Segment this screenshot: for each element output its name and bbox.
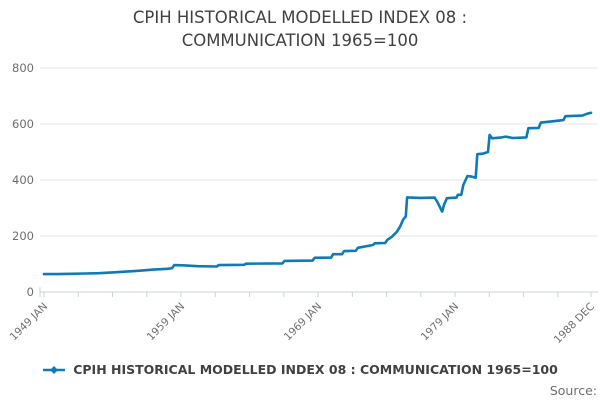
y-axis-tick-label: 400 bbox=[12, 173, 34, 187]
chart-canvas: 0 200 400 600 800 1949 JAN 1959 JAN 1969 JAN 197… bbox=[8, 61, 598, 346]
x-axis-tick-label: 1959 JAN bbox=[145, 301, 187, 343]
legend-marker-diamond bbox=[50, 365, 59, 374]
legend-marker-icon bbox=[43, 365, 66, 374]
legend-line-marker bbox=[42, 365, 66, 375]
legend-item[interactable]: CPIH HISTORICAL MODELLED INDEX 08 : COMM… bbox=[0, 362, 600, 377]
y-axis-tick-label: 0 bbox=[27, 285, 34, 299]
gridlines bbox=[40, 67, 598, 237]
y-axis-tick-label: 800 bbox=[12, 61, 34, 75]
x-axis-tick-label: 1969 JAN bbox=[282, 301, 324, 343]
y-axis-tick-label: 200 bbox=[12, 229, 34, 243]
x-axis-tick-label: 1979 JAN bbox=[419, 301, 461, 343]
chart-title: CPIH HISTORICAL MODELLED INDEX 08 : COMM… bbox=[0, 6, 600, 52]
chart-title-line1: CPIH HISTORICAL MODELLED INDEX 08 : bbox=[132, 8, 468, 27]
source-label: Source: bbox=[549, 383, 597, 398]
x-axis-tick-label: 1949 JAN bbox=[8, 301, 50, 343]
x-axis-labels: 1949 JAN 1959 JAN 1969 JAN 1979 JAN 1988 DEC bbox=[8, 301, 597, 346]
legend-label: CPIH HISTORICAL MODELLED INDEX 08 : COMM… bbox=[73, 362, 558, 377]
x-axis bbox=[39, 287, 598, 297]
series-line bbox=[42, 111, 593, 276]
y-axis-tick-label: 600 bbox=[12, 117, 34, 131]
y-axis-labels: 0 200 400 600 800 bbox=[12, 61, 34, 299]
chart-title-line2: COMMUNICATION 1965=100 bbox=[181, 31, 419, 50]
x-axis-tick-label: 1988 DEC bbox=[552, 301, 597, 346]
